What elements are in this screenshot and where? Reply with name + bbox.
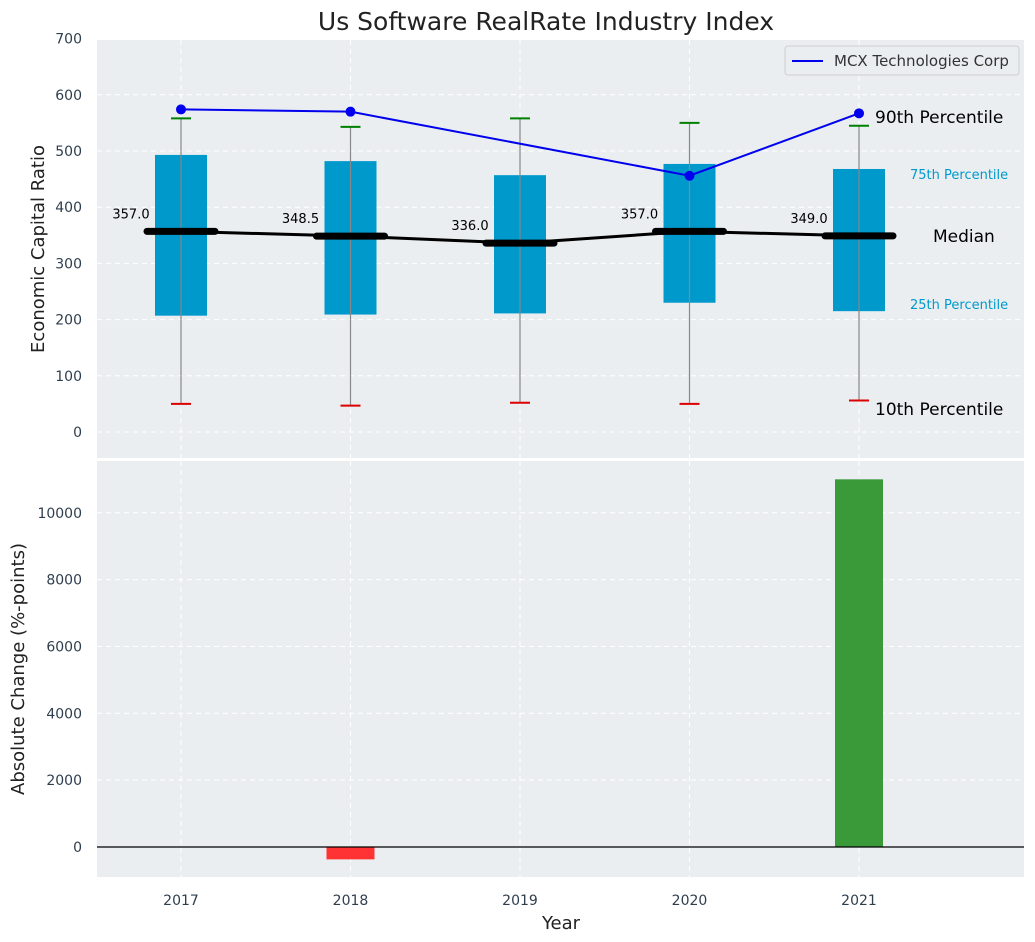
- x-tick-label: 2020: [672, 893, 708, 909]
- top-y-tick-label: 100: [55, 369, 82, 385]
- bottom-y-axis-label: Absolute Change (%-points): [8, 543, 29, 795]
- median-value-label: 357.0: [112, 207, 149, 222]
- legend-label-company: MCX Technologies Corp: [834, 52, 1009, 70]
- bottom-y-tick-label: 6000: [46, 639, 82, 655]
- x-tick-label: 2017: [163, 893, 199, 909]
- annotation-25th-percentile: 25th Percentile: [910, 298, 1008, 313]
- legend: MCX Technologies Corp: [784, 45, 1020, 76]
- bottom-y-tick-label: 8000: [46, 573, 82, 589]
- bottom-plot-area: [97, 461, 1024, 877]
- top-y-tick-label: 200: [55, 313, 82, 329]
- annotation-median: Median: [933, 227, 995, 247]
- bottom-y-tick-label: 4000: [46, 706, 82, 722]
- annotation-75th-percentile: 75th Percentile: [910, 168, 1008, 183]
- median-value-label: 348.5: [282, 212, 319, 227]
- top-y-tick-label: 700: [55, 32, 82, 48]
- median-value-label: 357.0: [621, 207, 658, 222]
- legend-box: [784, 45, 1020, 76]
- change-bar: [326, 847, 375, 860]
- x-tick-label: 2021: [841, 893, 877, 909]
- median-value-label: 349.0: [790, 212, 827, 227]
- company-point: [684, 170, 695, 181]
- company-point: [345, 106, 356, 117]
- top-y-axis-label: Economic Capital Ratio: [28, 145, 49, 353]
- x-axis-label: Year: [541, 913, 581, 934]
- median-value-label: 336.0: [451, 219, 488, 234]
- top-y-tick-label: 0: [73, 425, 82, 441]
- annotation-90th-percentile: 90th Percentile: [875, 108, 1003, 128]
- annotation-10th-percentile: 10th Percentile: [875, 400, 1003, 420]
- change-bar: [835, 479, 883, 847]
- top-y-tick-label: 400: [55, 200, 82, 216]
- top-y-tick-label: 600: [55, 88, 82, 104]
- company-point: [854, 108, 864, 119]
- company-point: [176, 104, 186, 115]
- top-y-tick-label: 300: [55, 256, 82, 272]
- chart-title: Us Software RealRate Industry Index: [318, 7, 774, 36]
- bottom-y-tick-label: 10000: [37, 506, 82, 522]
- bottom-y-tick-label: 2000: [46, 773, 82, 789]
- bottom-y-tick-label: 0: [73, 840, 82, 856]
- x-tick-label: 2019: [502, 893, 538, 909]
- x-tick-label: 2018: [333, 893, 369, 909]
- company-line: [180, 108, 860, 177]
- top-y-tick-label: 500: [55, 144, 82, 160]
